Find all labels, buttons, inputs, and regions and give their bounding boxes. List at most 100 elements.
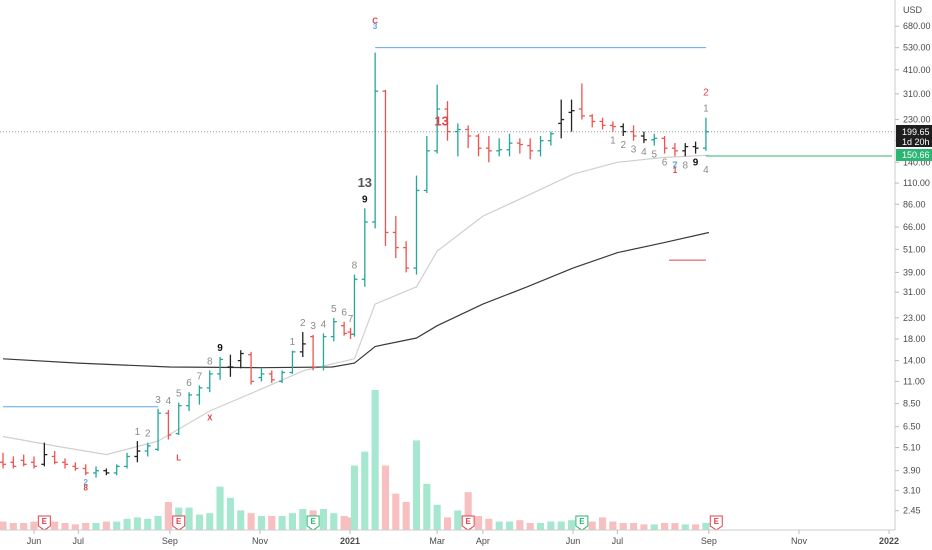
candle bbox=[41, 442, 48, 467]
volume-bar bbox=[650, 524, 658, 530]
marker-letter: 3 bbox=[373, 22, 378, 31]
td-count-label: 2 bbox=[145, 429, 151, 440]
y-tick-label: 680.00 bbox=[903, 21, 931, 31]
volume-bar bbox=[92, 523, 100, 530]
volume-bar bbox=[516, 520, 524, 530]
volume-bar bbox=[340, 516, 348, 530]
candle bbox=[506, 133, 513, 157]
candle bbox=[682, 143, 689, 157]
volume-bar bbox=[671, 523, 679, 530]
candle bbox=[248, 351, 255, 385]
candle bbox=[651, 133, 658, 146]
volume-bar bbox=[61, 523, 69, 530]
earnings-marker-shape bbox=[172, 515, 186, 531]
candle bbox=[299, 332, 306, 358]
candle bbox=[320, 333, 327, 371]
y-tick-label: 11.00 bbox=[903, 376, 925, 386]
y-tick-label: 230.00 bbox=[903, 115, 931, 125]
candle bbox=[51, 451, 58, 465]
y-tick-label: 51.00 bbox=[903, 244, 926, 254]
earnings-marker-label: E bbox=[466, 517, 472, 526]
candle bbox=[527, 138, 534, 160]
price-axis[interactable]: USD 680.00530.00410.00310.00230.00180.00… bbox=[894, 0, 931, 530]
last-price-tag bbox=[896, 125, 932, 147]
currency-label: USD bbox=[903, 5, 923, 15]
td-count-label: 2 bbox=[703, 88, 709, 99]
line-price-tag bbox=[896, 149, 932, 161]
candle bbox=[310, 334, 317, 371]
candle bbox=[413, 175, 420, 275]
volume-bar bbox=[216, 486, 224, 530]
volume-bar bbox=[412, 440, 421, 530]
candle bbox=[496, 138, 503, 157]
candle bbox=[20, 454, 27, 467]
earnings-marker-shape bbox=[709, 515, 723, 531]
volume-bar bbox=[113, 521, 121, 530]
volume-bar bbox=[350, 465, 359, 530]
x-tick-label: Jun bbox=[566, 536, 581, 546]
td-count-label: 1 bbox=[290, 337, 296, 348]
candle bbox=[620, 123, 627, 137]
y-tick-label: 14.00 bbox=[903, 356, 926, 366]
candle bbox=[382, 89, 389, 246]
y-tick-label: 140.00 bbox=[903, 157, 931, 167]
y-tick-label: 66.00 bbox=[903, 222, 926, 232]
volume-bar bbox=[536, 523, 545, 530]
candle bbox=[568, 99, 575, 132]
candle bbox=[475, 133, 482, 157]
moving-average-light-line bbox=[2, 154, 709, 456]
earnings-marker-icon: E bbox=[37, 515, 51, 531]
price-tags: 199.65 1d 20h 150.66 bbox=[896, 125, 932, 161]
candle bbox=[347, 327, 354, 339]
volume-bar bbox=[454, 510, 462, 530]
y-tick-label: 39.00 bbox=[903, 267, 926, 277]
volume-bar bbox=[495, 521, 503, 530]
volume-bar bbox=[226, 497, 234, 530]
td-count-label: 4 bbox=[703, 165, 709, 176]
x-tick-label: 2021 bbox=[340, 536, 360, 546]
earnings-marker-icon: E bbox=[575, 515, 589, 531]
volume-bar bbox=[567, 520, 576, 530]
candle bbox=[0, 452, 6, 469]
candle bbox=[155, 408, 162, 452]
candle bbox=[196, 385, 203, 405]
time-axis[interactable]: Jun Jul Sep Nov 2021 Mar Apr Jun Jul Sep Nov 2022 bbox=[0, 529, 899, 546]
td-count-label: 8 bbox=[207, 356, 213, 367]
candle bbox=[31, 456, 38, 469]
candle bbox=[134, 441, 141, 463]
earnings-marker-label: E bbox=[714, 517, 720, 526]
last-price-label: 199.65 bbox=[902, 127, 930, 137]
candle bbox=[351, 274, 358, 337]
td-count-label: 6 bbox=[662, 158, 668, 169]
candle bbox=[268, 370, 275, 383]
candle bbox=[465, 125, 472, 149]
candle bbox=[279, 370, 286, 383]
volume-bar bbox=[474, 516, 483, 530]
candle bbox=[537, 136, 544, 157]
td-count-label: 7 bbox=[197, 371, 203, 382]
candle bbox=[454, 123, 461, 157]
x-tick-label: Jun bbox=[27, 536, 42, 546]
volume-bar bbox=[661, 523, 669, 530]
marker-letter: 2 bbox=[83, 478, 88, 487]
td-count-label: 5 bbox=[176, 389, 182, 400]
line-price-label: 150.66 bbox=[902, 150, 930, 160]
volume-bar bbox=[0, 521, 7, 530]
earnings-marker-icon: E bbox=[461, 515, 475, 531]
earnings-marker-label: E bbox=[579, 517, 585, 526]
moving-average-dark-line bbox=[2, 231, 710, 369]
y-tick-label: 310.00 bbox=[903, 89, 931, 99]
x-tick-label: Mar bbox=[429, 536, 445, 546]
td-count-label: 3 bbox=[631, 145, 637, 156]
volume-bar bbox=[133, 517, 141, 530]
price-candles bbox=[0, 52, 709, 478]
td-13-label: 13 bbox=[358, 175, 372, 190]
volume-bar bbox=[361, 451, 369, 530]
volume-bar bbox=[9, 523, 17, 530]
countdown-label: 1d 20h bbox=[902, 137, 930, 147]
volume-bar bbox=[692, 524, 700, 530]
volume-bar bbox=[237, 510, 245, 530]
